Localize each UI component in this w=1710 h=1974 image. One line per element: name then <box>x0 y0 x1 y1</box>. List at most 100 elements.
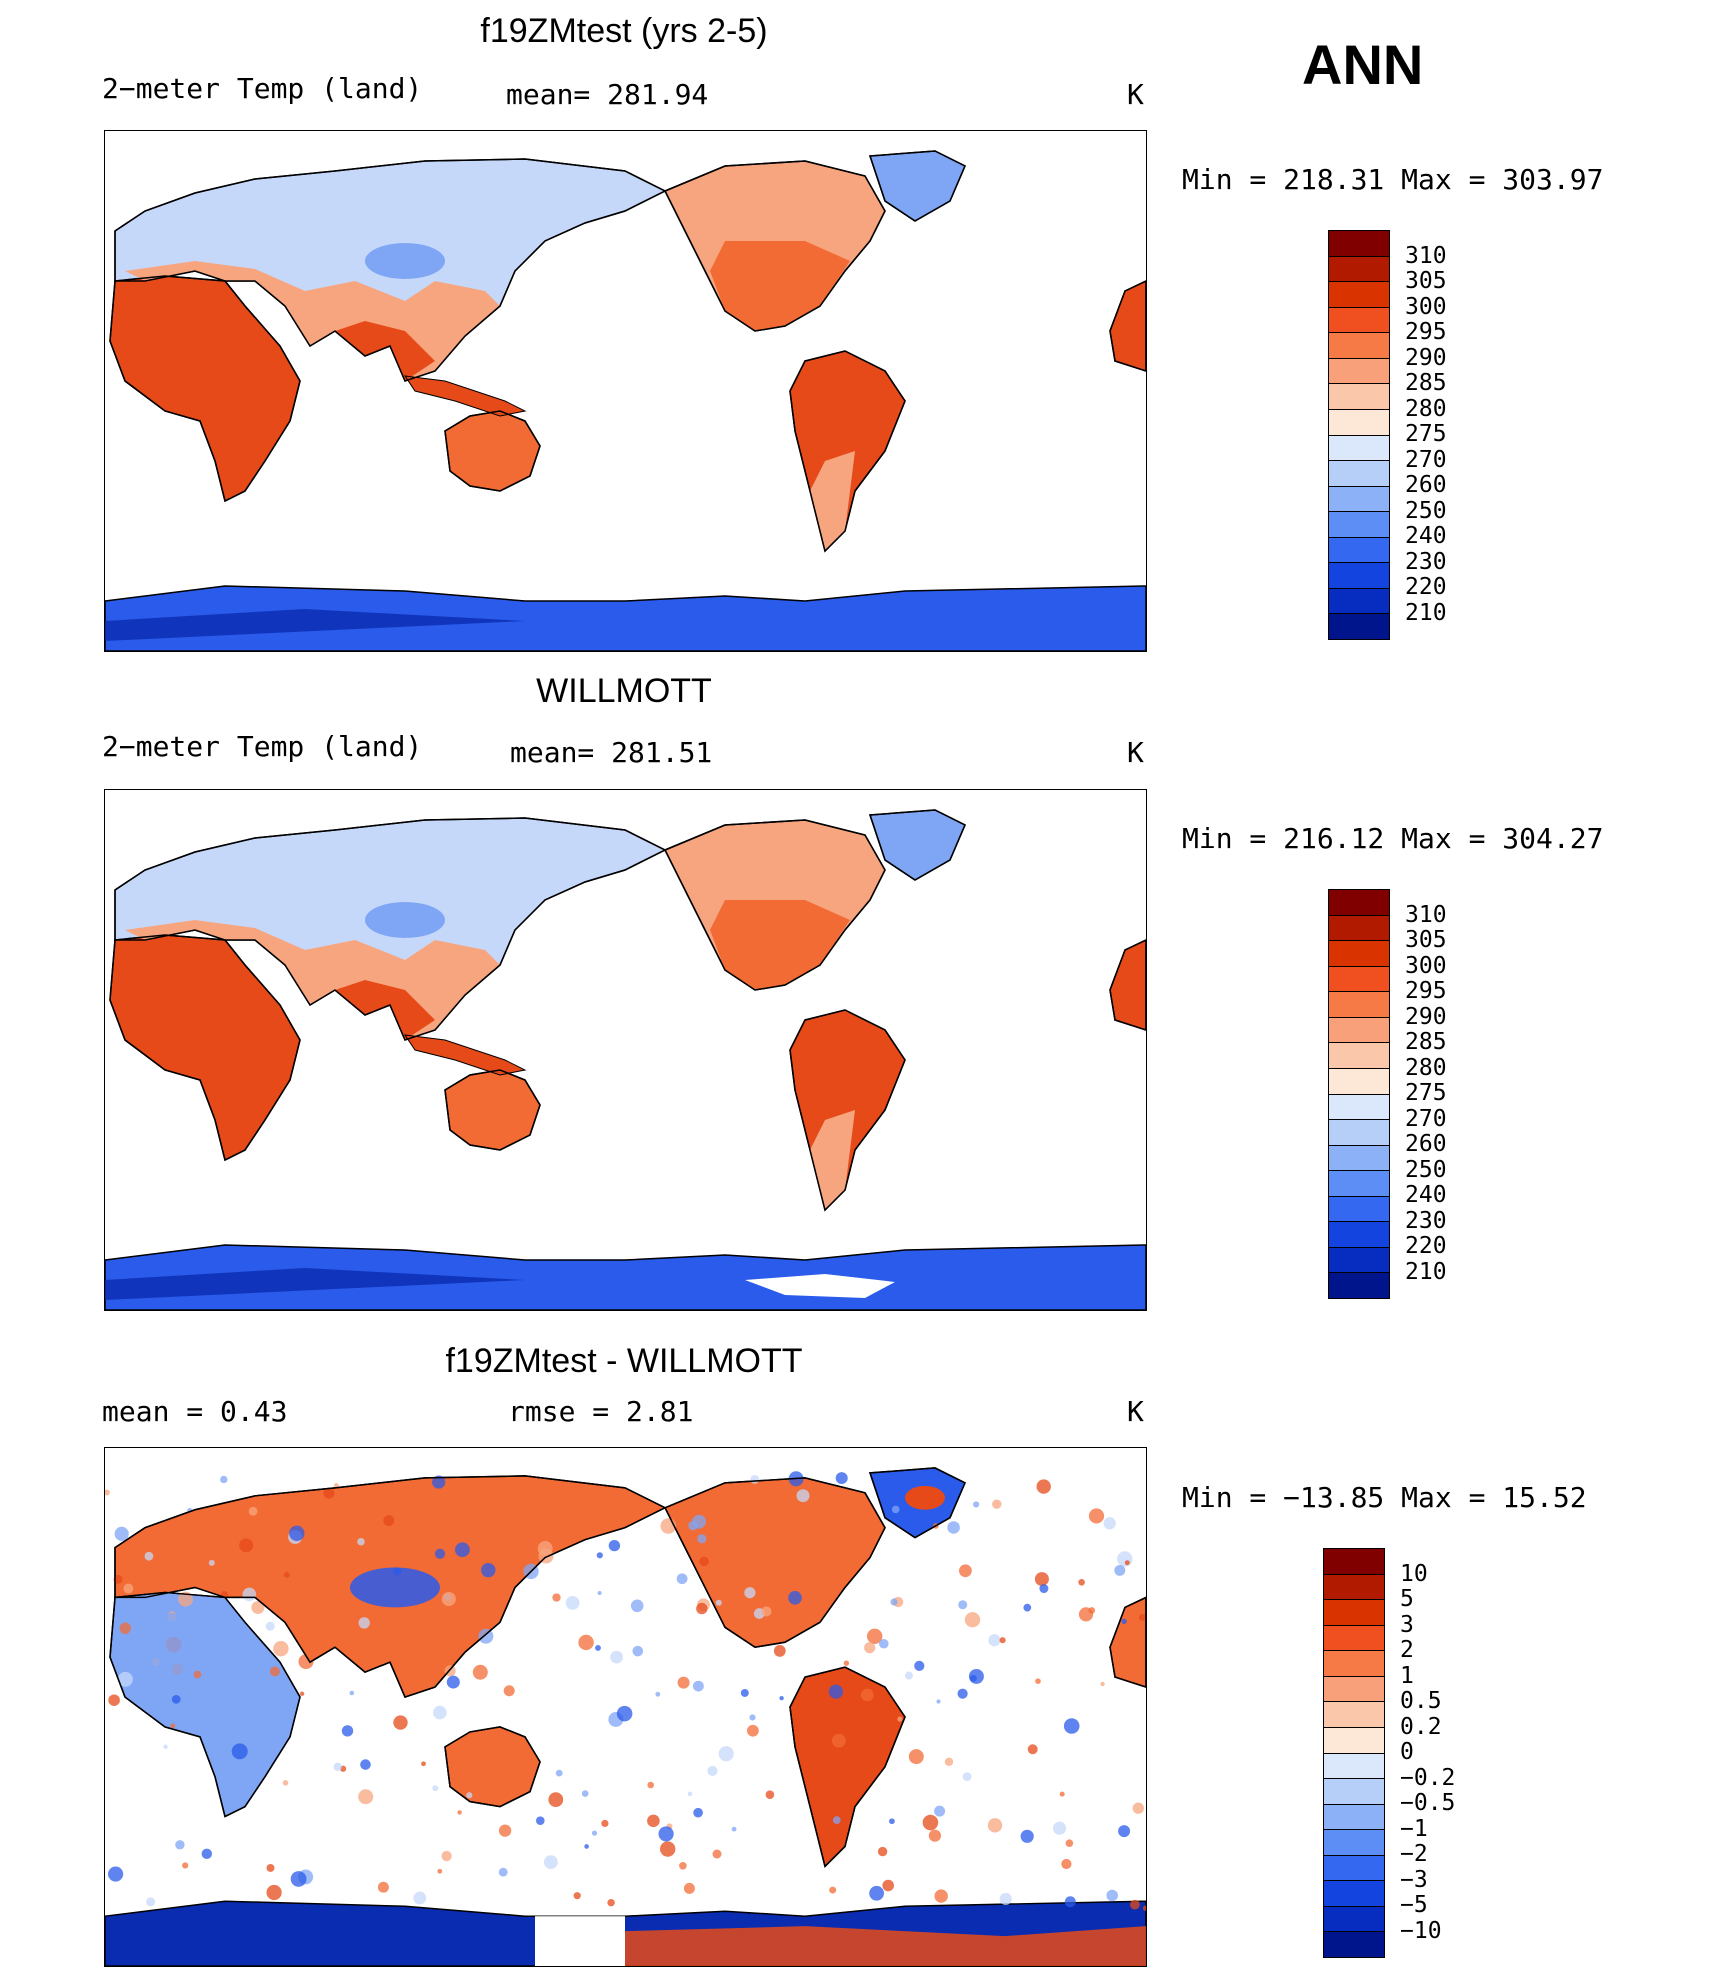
colorbar-swatch <box>1329 1145 1389 1172</box>
coastline-australia <box>444 1726 541 1808</box>
colorbar-swatch <box>1329 231 1389 257</box>
diff-speckle <box>693 1680 704 1692</box>
colorbar-tick-label: 220 <box>1405 574 1447 600</box>
diff-speckle <box>358 1789 374 1805</box>
colorbar-tick-label: 300 <box>1405 293 1447 320</box>
diff-speckle <box>616 1705 633 1722</box>
diff-speckle <box>904 1671 913 1680</box>
diff-speckle <box>658 1826 674 1842</box>
antarctic-interior <box>105 609 525 641</box>
coastline-wafrica <box>1109 939 1146 1031</box>
diff-speckle <box>548 1792 564 1808</box>
diff-speckle <box>555 1769 563 1777</box>
diff-speckle <box>882 1879 894 1892</box>
coastline-wafrica <box>1109 1596 1146 1688</box>
diff-speckle <box>999 1637 1006 1644</box>
coastline-eurasia <box>114 1475 667 1698</box>
diff-speckle <box>266 1863 275 1872</box>
colorbar-swatch <box>1329 435 1389 462</box>
diff-speckle <box>108 1866 124 1882</box>
map-detail-layer <box>105 900 895 1300</box>
colorbar-swatch <box>1329 282 1389 308</box>
diff-speckle <box>349 1690 355 1696</box>
diff-speckle <box>441 1850 452 1862</box>
colorbar-swatch <box>1324 1727 1384 1754</box>
diff-speckle <box>446 1675 460 1689</box>
antarctic-gap <box>535 1916 625 1966</box>
colorbar-swatch <box>1329 915 1389 942</box>
colorbar-tick-label: 275 <box>1405 421 1447 447</box>
diff-speckle <box>728 1551 744 1567</box>
diff-speckle <box>441 1591 456 1607</box>
colorbar-swatch <box>1329 1196 1389 1223</box>
diff-speckle <box>421 1761 426 1767</box>
diff-speckle <box>632 1645 644 1657</box>
diff-speckle <box>299 1691 305 1696</box>
season-label: ANN <box>1302 33 1424 96</box>
diff-speckle <box>253 1762 265 1774</box>
diff-speckle <box>964 1612 981 1628</box>
diff-speckle <box>498 1867 508 1877</box>
panel1-colorbar <box>1328 230 1390 640</box>
colorbar-swatch <box>1329 1043 1389 1069</box>
colorbar-tick-label: 280 <box>1405 1054 1447 1081</box>
map-land-layer <box>105 150 1146 651</box>
diff-speckle <box>962 1772 972 1782</box>
colorbar-tick-label: 260 <box>1405 1131 1447 1157</box>
diff-speckle <box>677 1676 690 1689</box>
colorbar-swatch <box>1329 358 1389 385</box>
diff-speckle <box>208 1559 215 1566</box>
diff-speckle <box>289 1525 305 1541</box>
colorbar-swatch <box>1329 966 1389 993</box>
diff-speckle <box>251 1601 265 1614</box>
colorbar-tick-label: 300 <box>1405 952 1447 979</box>
panel3-units: K <box>1127 1395 1144 1428</box>
panel1-minmax: Min = 218.31 Max = 303.97 <box>1182 163 1604 196</box>
diff-speckle <box>1035 1678 1041 1684</box>
diff-speckle <box>201 1848 212 1860</box>
diff-speckle <box>437 1868 443 1874</box>
colorbar-swatch <box>1329 890 1389 916</box>
land-africa <box>109 275 301 503</box>
colorbar-tick-label: 0.5 <box>1400 1688 1442 1714</box>
coastline-namerica <box>663 1477 886 1649</box>
diff-speckle <box>123 1583 134 1594</box>
colorbar-swatch <box>1329 1273 1389 1298</box>
colorbar-swatch <box>1329 537 1389 564</box>
diff-speckle <box>413 1891 427 1905</box>
colorbar-tick-label: −0.5 <box>1400 1790 1456 1816</box>
diff-speckle <box>242 1587 257 1602</box>
diff-speckle <box>731 1826 737 1832</box>
colorbar-tick-label: 3 <box>1400 1611 1414 1638</box>
sahara-cold-bias <box>125 1612 205 1683</box>
map-detail-layer <box>105 1471 1146 1966</box>
diff-speckle <box>922 1814 939 1831</box>
colorbar-tick-label: 5 <box>1400 1586 1414 1612</box>
colorbar-tick-label: 250 <box>1405 1156 1447 1183</box>
diff-speckle <box>1059 1791 1065 1797</box>
diff-speckle <box>741 1525 755 1539</box>
colorbar-swatch <box>1329 614 1389 639</box>
colorbar-tick-label: 285 <box>1405 1029 1447 1055</box>
diff-speckle <box>182 1862 189 1869</box>
diff-speckle <box>584 1844 589 1849</box>
diff-speckle <box>536 1816 545 1825</box>
diff-speckle <box>647 1781 654 1789</box>
panel1-mean-label: mean= 281.94 <box>506 78 709 111</box>
colorbar-swatch <box>1329 1171 1389 1197</box>
diff-speckle <box>765 1790 775 1799</box>
diff-speckle <box>1124 1560 1130 1566</box>
diff-speckle <box>968 1668 984 1684</box>
colorbar-tick-label: 1 <box>1400 1662 1414 1689</box>
diff-speckle <box>175 1840 185 1850</box>
diff-speckle <box>432 1475 446 1489</box>
diff-speckle <box>333 1762 342 1772</box>
diff-speckle <box>478 1628 494 1644</box>
diff-speckle <box>889 1818 895 1825</box>
diff-speckle <box>864 1642 876 1654</box>
colorbar-tick-label: 260 <box>1405 472 1447 498</box>
diff-speckle <box>647 1814 660 1828</box>
diff-speckle <box>481 1562 496 1578</box>
diff-speckle <box>144 1551 154 1561</box>
panel2-colorbar <box>1328 889 1390 1299</box>
